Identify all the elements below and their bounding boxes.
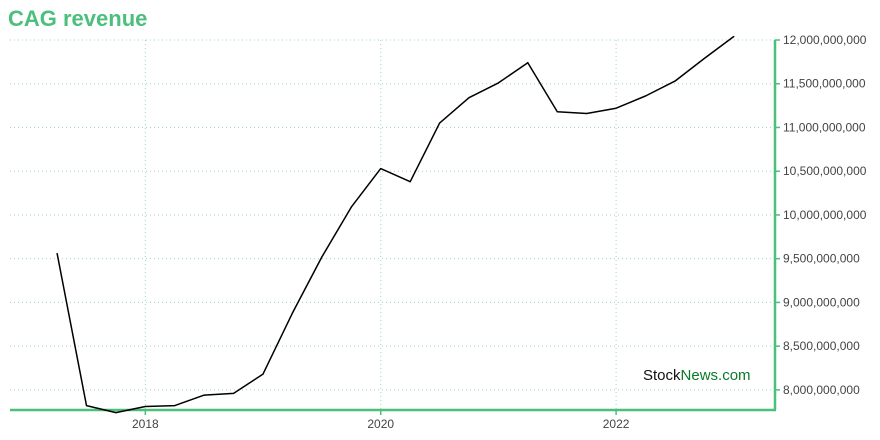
data-point xyxy=(56,252,58,255)
watermark-part-1: Stock xyxy=(643,367,681,384)
x-tick-label: 2020 xyxy=(367,417,394,431)
data-point xyxy=(85,405,88,407)
y-tick-label: 9,000,000,000 xyxy=(783,295,860,309)
watermark-part-2: News.com xyxy=(681,367,751,384)
series-line xyxy=(56,35,735,414)
data-point xyxy=(674,80,676,82)
x-tick-label: 2022 xyxy=(603,417,630,431)
data-point xyxy=(203,394,205,396)
y-tick-label: 11,000,000,000 xyxy=(783,120,866,134)
y-tick-label: 12,000,000,000 xyxy=(783,33,867,47)
data-point xyxy=(586,112,588,115)
data-point xyxy=(468,97,470,99)
y-tick-label: 11,500,000,000 xyxy=(783,77,866,91)
y-tick-label: 8,000,000,000 xyxy=(783,383,860,397)
data-point xyxy=(703,57,705,59)
data-point xyxy=(380,167,382,170)
y-tick-label: 8,500,000,000 xyxy=(783,339,860,353)
data-point xyxy=(733,35,735,38)
data-point xyxy=(409,181,411,183)
data-point xyxy=(291,312,294,314)
y-tick-label: 9,500,000,000 xyxy=(783,252,860,266)
data-point xyxy=(115,412,117,414)
data-point xyxy=(527,62,529,64)
chart-title: CAG revenue xyxy=(8,6,148,31)
axes xyxy=(10,39,780,415)
series-layer xyxy=(56,35,735,414)
data-point xyxy=(615,107,617,109)
data-point xyxy=(233,392,235,394)
tick-labels: 8,000,000,000 8,500,000,000 9,000,000,000 9… xyxy=(132,33,867,431)
grid-lines xyxy=(10,39,775,410)
data-point xyxy=(350,206,352,208)
watermark: StockNews.com xyxy=(643,367,751,384)
x-tick-label: 2018 xyxy=(132,417,159,431)
data-point xyxy=(644,95,647,97)
data-point xyxy=(321,256,323,258)
data-point xyxy=(262,373,264,375)
data-point xyxy=(497,82,500,84)
data-point xyxy=(438,122,441,124)
y-tick-label: 10,500,000,000 xyxy=(783,164,867,178)
data-point xyxy=(556,111,558,113)
data-point xyxy=(174,405,176,407)
data-point xyxy=(144,405,146,408)
y-tick-label: 10,000,000,000 xyxy=(783,208,867,222)
